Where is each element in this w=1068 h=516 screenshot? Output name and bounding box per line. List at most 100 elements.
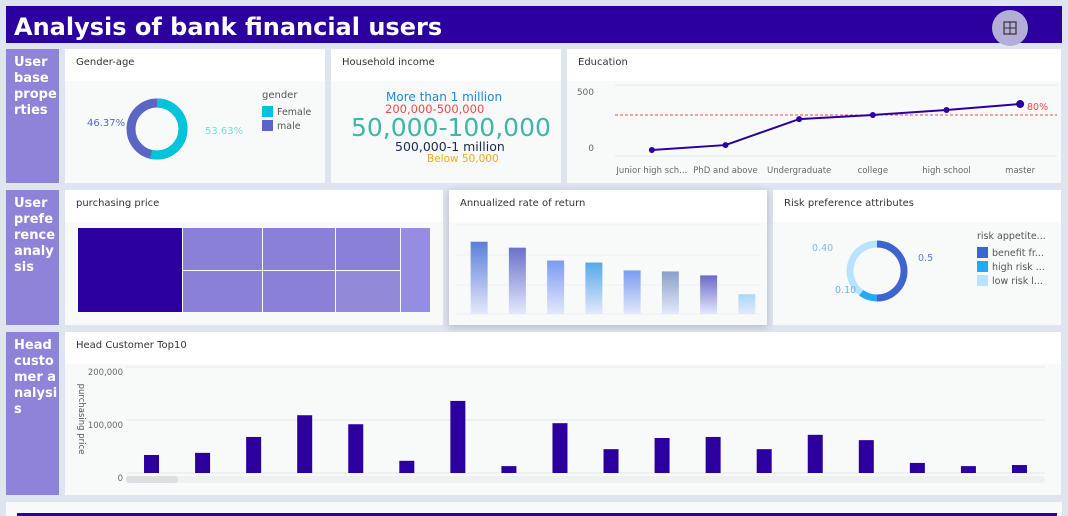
word: More than 1 million [386,90,503,104]
treemap-cell[interactable] [401,228,430,312]
bar [144,454,160,473]
bar [756,449,772,473]
treemap-cell[interactable] [263,228,335,270]
bar [858,440,874,473]
donut-slice [859,289,878,302]
bar [501,466,517,473]
word: 50,000-100,000 [351,113,551,142]
legend-item-female[interactable]: Female [262,106,311,118]
scrollbar-thumb[interactable] [126,476,178,483]
scrollbar-track[interactable] [126,476,1045,483]
data-point [943,106,950,113]
compress-icon [1003,21,1017,35]
treemap-cell[interactable] [183,271,262,312]
legend-item[interactable]: low risk l... [977,275,1043,287]
bar [195,452,211,473]
word: 200,000-500,000 [385,102,485,116]
bar [909,462,925,473]
table-panel [6,502,1062,516]
treemap [78,228,430,312]
card-title: Risk preference attributes [784,198,915,209]
x-tick: high school [922,166,971,176]
treemap-cell[interactable] [336,228,400,270]
y-tick: 0 [118,474,123,484]
bar [661,271,679,314]
page-title: Analysis of bank financial users [6,6,1062,43]
annualized-bar-chart [455,224,761,315]
card-title: purchasing price [76,198,160,209]
gender-age-card: Gender-age 46.37% 53.63% gender Female m… [65,49,325,183]
card-title: Education [578,57,628,68]
data-point [1016,100,1025,109]
y-axis-label: purchasing price [76,384,86,455]
bar [700,275,718,314]
word: Below 50,000 [427,153,499,165]
bar [246,436,262,473]
bar [623,270,641,314]
bar [585,262,603,314]
bar [1011,465,1027,473]
bar [450,400,466,473]
y-tick: 200,000 [88,368,123,378]
y-tick: 100,000 [88,421,123,431]
gender-donut [126,98,188,160]
legend-item[interactable]: benefit fr... [977,247,1044,259]
slice-label: 0.10 [835,285,857,296]
card-title: Annualized rate of return [460,198,586,209]
card-title: Gender-age [76,57,135,68]
treemap-cell[interactable] [183,228,262,270]
reference-label: 80% [1027,102,1048,113]
bar [654,438,670,473]
female-label: 53.63% [205,126,244,137]
treemap-cell[interactable] [336,271,400,312]
legend-item-male[interactable]: male [262,120,301,132]
slice-label: 0.5 [918,253,934,264]
data-point [648,147,655,154]
card-title: Head Customer Top10 [76,340,187,351]
legend-item[interactable]: high risk ... [977,261,1045,273]
bar [738,294,756,314]
data-point [796,116,803,123]
data-point [722,142,729,149]
x-tick: Junior high sch... [615,166,687,176]
section-label: User preference analysis [6,190,59,325]
bar [508,247,526,314]
education-line-chart: 500 0 80% Junior high sch... PhD and above Un… [577,84,1057,176]
x-tick: PhD and above [693,166,758,176]
x-tick: master [1005,166,1035,176]
word: 500,000-1 million [395,139,505,154]
education-card: Education 500 0 80% Junior high sch... PhD a… [567,49,1061,183]
section-label: Head customer analysis [6,332,59,495]
table-header [17,513,1057,516]
bar [705,436,721,473]
head-customer-bar-chart: 200,000 100,000 0 purchasing price [76,366,1045,484]
bar [603,449,619,473]
bar [470,241,488,314]
donut-slice [876,240,908,302]
bar [399,460,415,473]
household-income-card: Household income More than 1 million 200… [331,49,561,183]
data-point [869,111,876,118]
fullscreen-button[interactable] [992,10,1028,46]
purchasing-price-card: purchasing price [65,190,443,325]
section-label: User base properties [6,49,59,183]
risk-preference-card: Risk preference attributes 0.40 0.5 0.10… [773,190,1061,325]
card-title: Household income [342,57,435,68]
bar [960,466,976,473]
bar [348,424,364,473]
risk-donut [846,240,908,302]
treemap-cell[interactable] [263,271,335,312]
donut-slice [846,240,878,296]
head-customer-card: Head Customer Top10 200,000 100,000 0 purch… [65,332,1061,495]
bar [807,434,823,473]
treemap-cell[interactable] [78,228,182,312]
slice-female [126,98,188,160]
legend-title: risk appetite... [977,231,1046,242]
bar [297,415,313,473]
y-tick: 0 [588,144,594,154]
bar [547,260,565,314]
annualized-return-card: Annualized rate of return [449,190,767,325]
bar [552,423,568,473]
x-tick: Undergraduate [767,166,831,176]
x-tick: college [858,166,888,176]
